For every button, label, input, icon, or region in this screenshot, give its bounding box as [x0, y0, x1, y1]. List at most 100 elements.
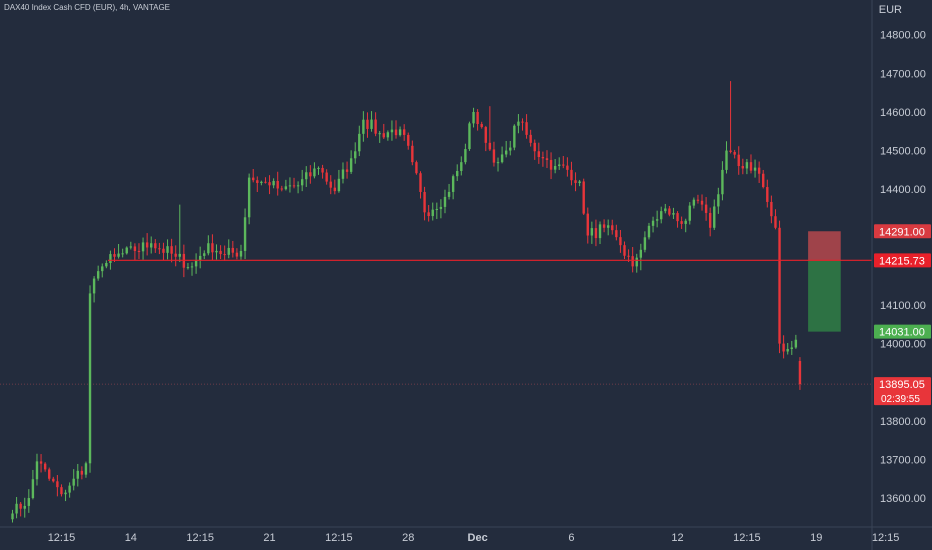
candle-body[interactable] [198, 255, 202, 261]
candle-body[interactable] [252, 177, 255, 181]
candle-body[interactable] [492, 149, 496, 163]
candle-body[interactable] [337, 178, 341, 192]
candle-body[interactable] [366, 119, 369, 129]
candle-body[interactable] [745, 162, 749, 169]
candle-body[interactable] [317, 167, 320, 169]
candle-body[interactable] [321, 167, 324, 173]
candle-body[interactable] [219, 250, 222, 255]
candle-body[interactable] [211, 243, 214, 253]
candle-body[interactable] [194, 260, 198, 267]
candle-body[interactable] [11, 513, 14, 520]
candle-body[interactable] [460, 162, 463, 171]
candle-body[interactable] [186, 267, 190, 269]
candle-body[interactable] [509, 147, 512, 151]
candle-body[interactable] [456, 170, 459, 177]
candle-body[interactable] [260, 181, 263, 184]
candle-body[interactable] [545, 158, 549, 160]
candle-body[interactable] [431, 209, 434, 217]
candle-body[interactable] [692, 199, 696, 206]
candle-body[interactable] [117, 253, 120, 257]
candle-body[interactable] [582, 181, 585, 214]
candle-body[interactable] [786, 348, 789, 352]
candle-body[interactable] [215, 250, 218, 253]
candle-body[interactable] [717, 194, 720, 207]
candle-body[interactable] [753, 167, 757, 171]
candle-body[interactable] [558, 164, 561, 167]
candle-body[interactable] [284, 186, 288, 190]
candle-body[interactable] [513, 125, 516, 148]
candle-body[interactable] [325, 172, 328, 182]
candle-body[interactable] [590, 228, 594, 236]
candle-body[interactable] [517, 121, 520, 126]
candle-body[interactable] [733, 151, 736, 155]
candle-body[interactable] [627, 255, 630, 257]
candle-body[interactable] [708, 212, 712, 228]
candle-body[interactable] [774, 216, 777, 228]
candle-body[interactable] [476, 111, 479, 125]
candle-body[interactable] [203, 253, 206, 256]
candle-body[interactable] [329, 181, 332, 188]
candle-body[interactable] [737, 154, 740, 167]
candle-body[interactable] [370, 119, 373, 129]
candle-body[interactable] [660, 211, 663, 220]
currency-label[interactable]: EUR [878, 4, 902, 16]
candle-body[interactable] [227, 247, 230, 255]
candle-body[interactable] [566, 165, 569, 170]
candle-body[interactable] [27, 498, 31, 506]
candle-body[interactable] [439, 206, 443, 209]
candle-body[interactable] [80, 470, 84, 475]
candle-body[interactable] [615, 230, 618, 238]
candle-body[interactable] [721, 169, 724, 195]
candle-body[interactable] [235, 252, 239, 257]
candle-body[interactable] [300, 179, 304, 186]
candle-body[interactable] [598, 224, 602, 239]
candle-body[interactable] [472, 111, 475, 124]
candle-body[interactable] [358, 133, 361, 152]
candle-body[interactable] [570, 169, 573, 181]
candle-body[interactable] [664, 208, 667, 212]
candle-body[interactable] [684, 220, 687, 224]
candle-body[interactable] [48, 469, 51, 479]
candle-body[interactable] [602, 224, 606, 228]
candle-body[interactable] [105, 262, 108, 267]
candle-body[interactable] [133, 246, 137, 251]
candle-body[interactable] [766, 187, 769, 202]
candle-body[interactable] [778, 227, 781, 344]
candle-body[interactable] [154, 243, 157, 249]
candle-body[interactable] [749, 162, 753, 171]
candle-body[interactable] [305, 172, 308, 180]
candle-body[interactable] [15, 503, 18, 514]
candle-body[interactable] [798, 360, 802, 385]
candle-body[interactable] [447, 191, 451, 197]
candle-body[interactable] [223, 254, 226, 256]
candle-body[interactable] [594, 228, 598, 239]
candle-body[interactable] [529, 134, 532, 143]
candle-body[interactable] [704, 204, 708, 213]
candle-body[interactable] [672, 213, 675, 215]
candle-body[interactable] [578, 181, 581, 184]
candle-body[interactable] [333, 187, 337, 192]
candle-body[interactable] [264, 181, 267, 183]
candle-body[interactable] [647, 225, 651, 238]
candle-body[interactable] [639, 249, 643, 258]
short-position-target-zone[interactable] [808, 260, 841, 332]
candle-body[interactable] [394, 129, 398, 136]
candle-body[interactable] [113, 254, 116, 257]
candle-body[interactable] [537, 151, 541, 157]
candle-body[interactable] [256, 180, 259, 184]
short-position-stop-zone[interactable] [808, 231, 841, 261]
candle-body[interactable] [488, 142, 492, 150]
symbol-title[interactable]: DAX40 Index Cash CFD (EUR), 4h, VANTAGE [4, 3, 171, 12]
candle-body[interactable] [794, 339, 798, 348]
candle-body[interactable] [178, 253, 181, 257]
candle-body[interactable] [725, 150, 728, 170]
candle-body[interactable] [643, 237, 647, 250]
candle-body[interactable] [341, 169, 345, 179]
candle-body[interactable] [309, 172, 312, 177]
candle-body[interactable] [553, 166, 557, 170]
candle-body[interactable] [292, 185, 296, 187]
candle-body[interactable] [415, 162, 418, 174]
candle-body[interactable] [276, 180, 279, 189]
candle-body[interactable] [574, 180, 577, 184]
